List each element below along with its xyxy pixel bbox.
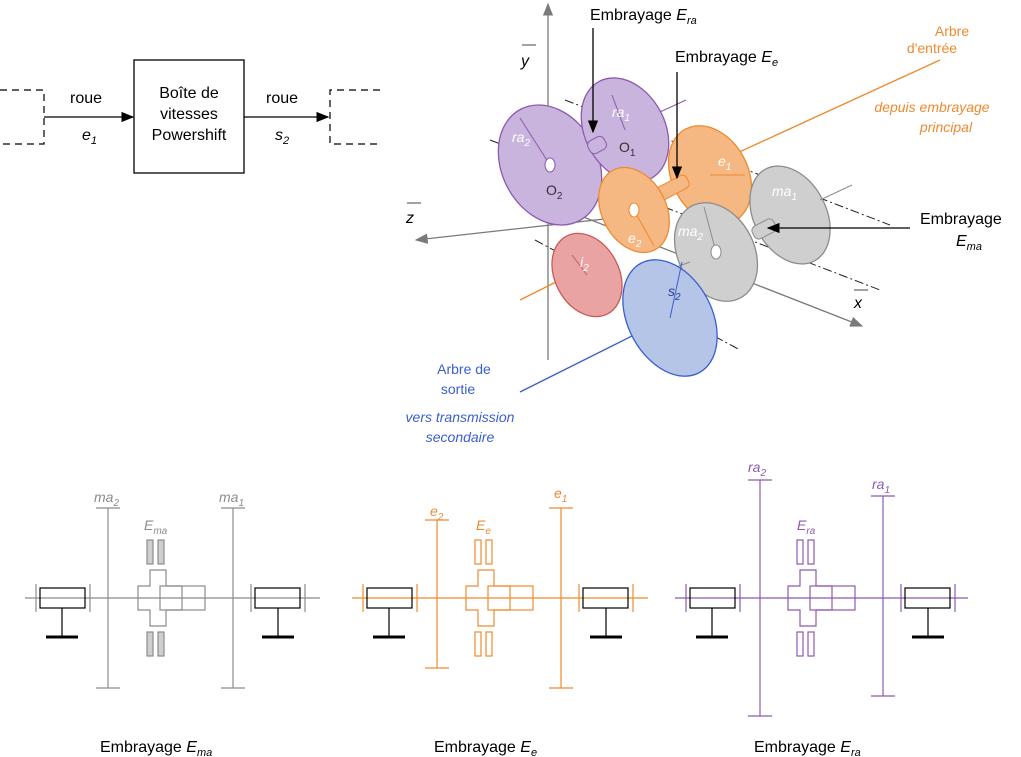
schem2-mid-label: Ee	[476, 517, 491, 537]
input-shaft-label-2: d'entrée	[907, 40, 957, 56]
output-label: roue	[266, 90, 298, 107]
label-s2: s2	[668, 283, 681, 303]
gearbox-block	[133, 59, 245, 174]
schem3-right-label: ra1	[872, 476, 890, 496]
z-axis-label: z	[405, 210, 414, 227]
clutch-era-hub	[587, 135, 607, 155]
wheel-s2	[622, 259, 718, 377]
x-axis-label: x	[853, 295, 863, 312]
label-ma2: ma2	[678, 223, 703, 243]
callout-ee: Embrayage Ee	[675, 49, 778, 69]
output-to-label-2: secondaire	[426, 429, 495, 445]
output-wheel-dashed	[329, 89, 380, 145]
schem3-mid-label: Era	[797, 517, 816, 537]
label-e1: e1	[718, 153, 731, 173]
schem1-right-label: ma1	[219, 489, 244, 509]
callout-ema-var: Ema	[956, 233, 982, 253]
schematic-ema	[25, 507, 320, 689]
gearbox-line-3: Powershift	[152, 127, 227, 144]
schem3-left-label: ra2	[748, 459, 766, 479]
gearbox-line-1: Boîte de	[159, 85, 219, 102]
label-ra2: ra2	[512, 129, 530, 149]
label-o1: O1	[619, 139, 636, 159]
output-shaft-label-2: sortie	[441, 381, 475, 397]
output-var: s2	[275, 127, 289, 147]
output-to-label-1: vers transmission	[406, 409, 515, 425]
callout-era: Embrayage Era	[590, 7, 697, 27]
hole-ma2	[710, 244, 722, 260]
label-e2: e2	[628, 230, 642, 250]
output-shaft-label-1: Arbre de	[437, 361, 491, 377]
gearbox-3d-view: y z x	[405, 2, 1002, 445]
schem2-right-label: e1	[554, 485, 567, 505]
callout-ema-text: Embrayage	[920, 211, 1002, 228]
input-var: e1	[82, 127, 97, 147]
input-from-label-2: principal	[919, 119, 973, 135]
label-i2: i2	[580, 254, 589, 274]
label-o2: O2	[546, 182, 563, 202]
schematic-ee	[352, 507, 648, 689]
input-label: roue	[70, 90, 102, 107]
input-shaft-label-1: Arbre	[935, 23, 969, 39]
schem1-left-label: ma2	[94, 489, 119, 509]
input-wheel-dashed	[0, 89, 45, 145]
schem2-left-label: e2	[430, 503, 444, 523]
block-diagram: roue e1 Boîte de vitesses Powershift rou…	[0, 59, 380, 174]
label-ma1: ma1	[772, 183, 797, 203]
schem3-caption: Embrayage Era	[754, 739, 861, 757]
schem1-mid-label: Ema	[144, 517, 168, 537]
y-axis-label: y	[520, 53, 530, 70]
gearbox-line-2: vitesses	[160, 106, 218, 123]
input-from-label-1: depuis embrayage	[874, 99, 989, 115]
schem2-caption: Embrayage Ee	[434, 739, 537, 757]
schematic-era	[675, 479, 968, 717]
schem1-caption: Embrayage Ema	[100, 739, 212, 757]
wheel-i2	[551, 232, 623, 318]
i2-shaft	[519, 279, 561, 301]
label-ra1: ra1	[612, 104, 630, 124]
hole-e2	[628, 202, 640, 218]
hole-o2	[544, 157, 556, 173]
